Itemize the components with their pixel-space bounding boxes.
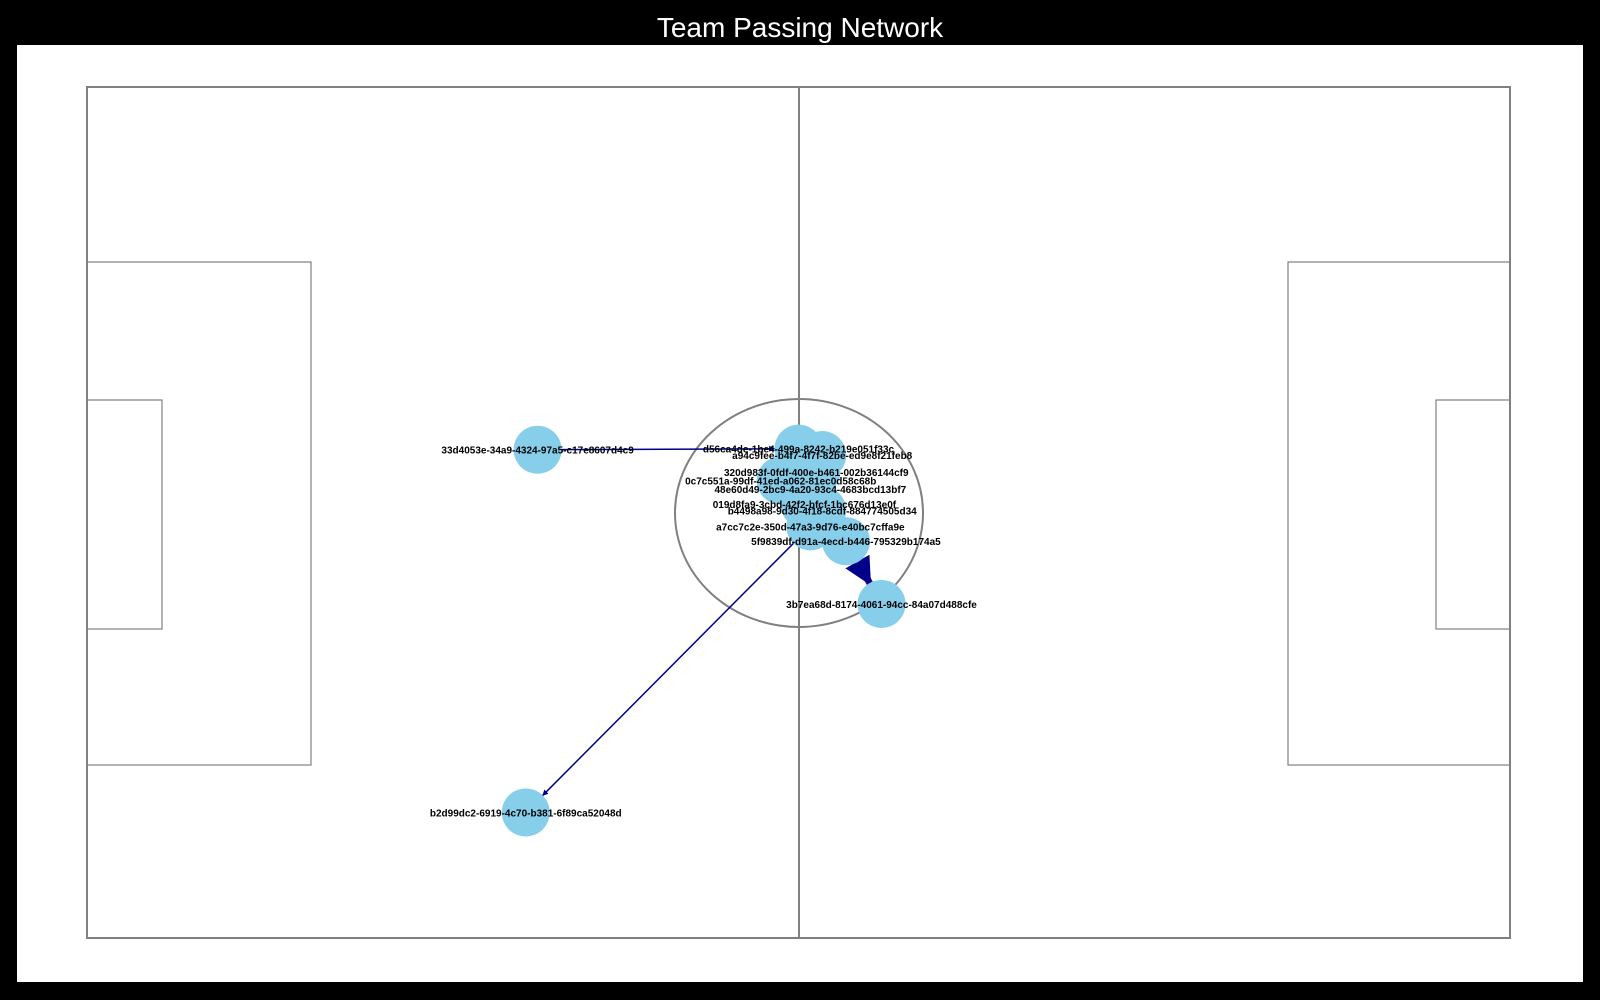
- center-circle: [674, 398, 924, 628]
- right-six-yard-box: [1435, 399, 1511, 630]
- player-label: b2d99dc2-6919-4c70-b381-6f89ca52048d: [430, 808, 622, 819]
- player-label: b4498a98-9d30-4f18-8cdf-884774505d34: [728, 506, 917, 517]
- player-label: 5f9839df-d91a-4ecd-b446-795329b174a5: [751, 537, 941, 548]
- player-label: 019d8fa9-3cbd-42f2-bfcf-1bc676d13e0f: [713, 500, 897, 511]
- player-label: d56ca4de-1be4-499a-8242-b219e051f33c: [703, 445, 895, 456]
- player-label: 33d4053e-34a9-4324-97a5-c17e8607d4c9: [441, 446, 634, 457]
- player-label: 320d983f-0fdf-400e-b461-002b36144cf9: [724, 468, 909, 479]
- left-six-yard-box: [86, 399, 163, 630]
- player-label: a7cc7c2e-350d-47a3-9d76-e40bc7cffa9e: [716, 522, 905, 533]
- left-penalty-box: [86, 261, 312, 766]
- player-nodes: [501, 424, 906, 837]
- player-node[interactable]: [821, 517, 870, 566]
- right-penalty-box: [1287, 261, 1511, 766]
- pass-edge: [541, 535, 801, 797]
- player-node[interactable]: [513, 425, 562, 474]
- player-labels: 33d4053e-34a9-4324-97a5-c17e8607d4c9 d56c…: [430, 445, 977, 820]
- pass-edge: [551, 445, 776, 452]
- pitch-svg: 33d4053e-34a9-4324-97a5-c17e8607d4c9 d56c…: [86, 86, 1511, 939]
- player-label: 0c7c551a-99df-41ed-a062-81ec0d58c68b: [685, 477, 876, 488]
- player-label: a94c9fee-b4f7-4f7f-82be-ed9e8f21feb8: [732, 451, 913, 462]
- player-label: 48e60d49-2bc9-4a20-93c4-4683bcd13bf7: [714, 485, 906, 496]
- player-label: 3b7ea68d-8174-4061-94cc-84a07d488cfe: [786, 600, 977, 611]
- chart-title: Team Passing Network: [656, 12, 944, 43]
- player-node[interactable]: [857, 579, 906, 628]
- figure-area: 33d4053e-34a9-4324-97a5-c17e8607d4c9 d56c…: [17, 45, 1583, 982]
- player-node[interactable]: [501, 788, 550, 837]
